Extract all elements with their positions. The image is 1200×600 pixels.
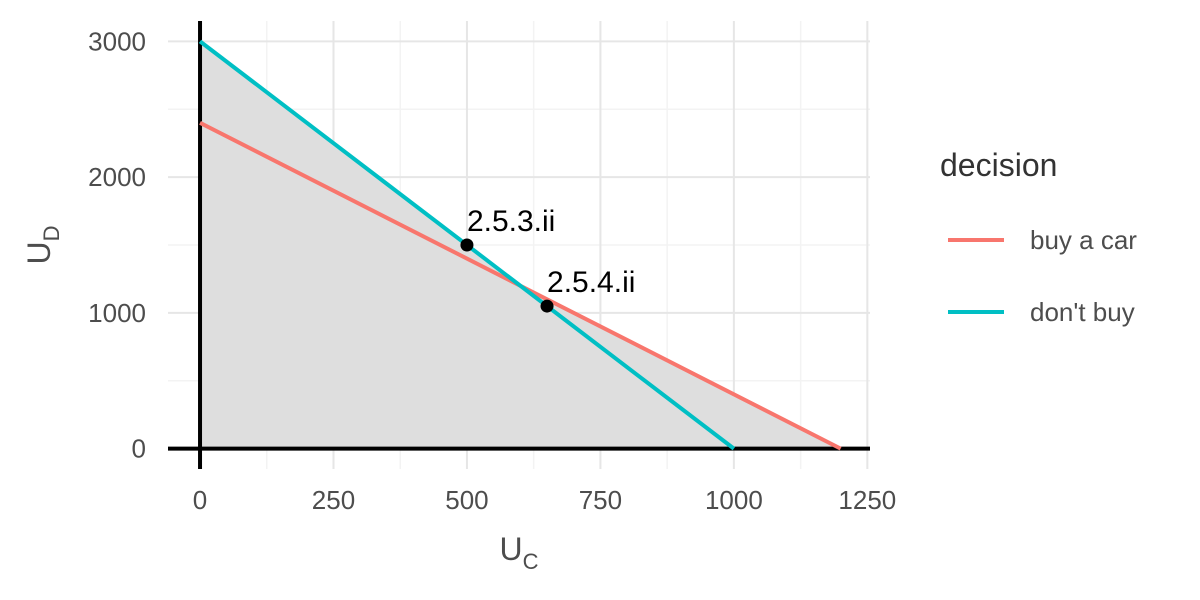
data-point: [460, 238, 474, 252]
x-tick-label: 1000: [705, 485, 763, 515]
y-tick-label: 1000: [88, 298, 146, 328]
y-axis-title: UD: [21, 226, 64, 265]
point-label: 2.5.3.ii: [467, 205, 555, 238]
legend-label: don't buy: [1030, 297, 1135, 327]
y-tick-label: 2000: [88, 162, 146, 192]
x-axis-title: UC: [500, 531, 539, 574]
tick-labels: 0 250 500 750 1000 1250 0 1000 2000 3000: [88, 26, 896, 515]
annotated-points: 2.5.3.ii 2.5.4.ii: [460, 205, 635, 313]
data-point: [540, 299, 554, 313]
x-tick-label: 500: [445, 485, 488, 515]
x-tick-label: 0: [193, 485, 207, 515]
y-tick-label: 0: [132, 434, 146, 464]
feasible-region: [200, 41, 841, 449]
point-label: 2.5.4.ii: [547, 266, 635, 299]
x-tick-label: 1250: [838, 485, 896, 515]
y-tick-label: 3000: [88, 26, 146, 56]
legend-title: decision: [940, 147, 1057, 183]
legend-label: buy a car: [1030, 225, 1137, 255]
legend: decision buy a car don't buy: [940, 147, 1137, 327]
axes: [168, 21, 870, 469]
x-tick-label: 750: [579, 485, 622, 515]
x-tick-label: 250: [312, 485, 355, 515]
